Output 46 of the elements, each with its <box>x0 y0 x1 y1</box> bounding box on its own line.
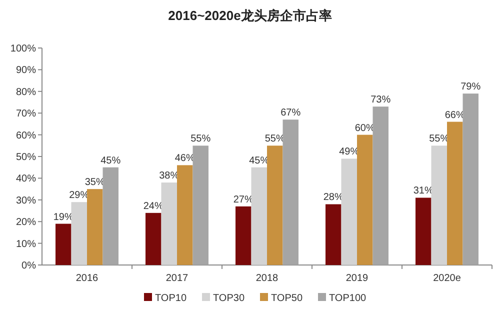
y-tick-label: 50% <box>16 152 36 163</box>
x-tick-label: 2016 <box>76 273 99 284</box>
x-tick-label: 2018 <box>256 273 279 284</box>
bar <box>192 146 208 265</box>
legend-label: TOP10 <box>155 293 187 304</box>
y-tick-label: 0% <box>22 260 36 272</box>
bar <box>87 189 103 265</box>
y-tick-label: 60% <box>16 130 36 142</box>
chart-title: 2016~2020e龙头房企市占率 <box>168 8 332 23</box>
y-tick-label: 20% <box>16 217 36 228</box>
bar <box>282 120 298 265</box>
data-label: 67% <box>280 108 301 119</box>
y-tick-label: 80% <box>16 86 36 98</box>
bar <box>251 167 267 265</box>
bar <box>71 202 87 265</box>
bar <box>372 106 388 265</box>
y-tick-label: 40% <box>16 174 36 185</box>
data-label: 79% <box>460 82 481 93</box>
bar <box>341 158 357 265</box>
x-tick-label: 2020e <box>433 273 462 284</box>
legend-label: TOP50 <box>271 293 303 304</box>
y-tick-label: 70% <box>16 108 36 120</box>
y-tick-label: 100% <box>10 44 36 54</box>
x-tick-label: 2017 <box>166 273 189 284</box>
bar <box>146 212 162 265</box>
bar <box>267 146 283 265</box>
bar <box>431 146 447 265</box>
bar <box>416 198 432 265</box>
bar <box>326 204 342 265</box>
y-tick-label: 10% <box>16 238 36 250</box>
bar <box>102 167 118 265</box>
legend-label: TOP100 <box>329 293 366 304</box>
y-tick-label: 30% <box>16 195 36 206</box>
legend-label: TOP30 <box>213 293 245 304</box>
bar <box>447 122 463 265</box>
data-label: 45% <box>100 155 121 166</box>
data-label: 55% <box>190 134 211 145</box>
bar <box>56 224 72 265</box>
bar <box>357 134 373 265</box>
bar <box>236 206 252 265</box>
data-label: 73% <box>370 94 391 106</box>
bar <box>161 182 177 265</box>
bar <box>177 165 193 265</box>
y-tick-label: 90% <box>16 65 36 76</box>
x-tick-label: 2019 <box>346 273 369 284</box>
bar <box>462 94 478 265</box>
